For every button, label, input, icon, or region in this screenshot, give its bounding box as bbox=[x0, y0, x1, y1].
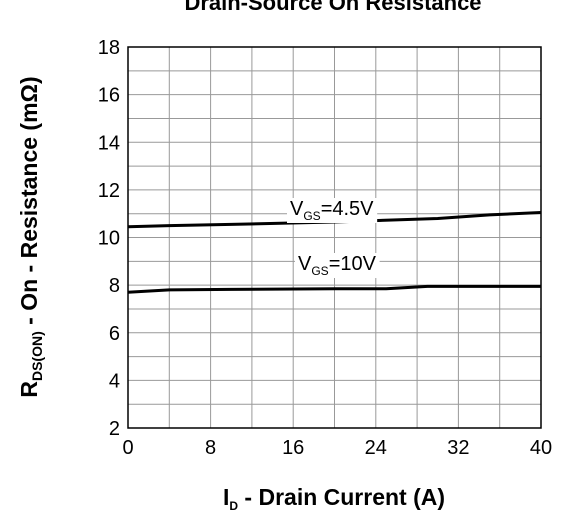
y-tick-label: 10 bbox=[98, 228, 120, 250]
series-label-main: V bbox=[298, 253, 312, 275]
y-tick-label: 6 bbox=[109, 323, 120, 345]
y-tick-label: 2 bbox=[109, 418, 120, 440]
series-line bbox=[127, 284, 541, 294]
x-tick-label: 24 bbox=[365, 437, 387, 459]
series-label: VGS=4.5V bbox=[290, 198, 374, 223]
x-tick-label: 16 bbox=[282, 437, 304, 459]
x-axis-label: ID - Drain Current (A) bbox=[223, 484, 445, 513]
series-label: VGS=10V bbox=[298, 253, 377, 278]
series-label-rest: =10V bbox=[329, 253, 377, 275]
y-tick-label: 16 bbox=[98, 85, 120, 107]
series-label-bg bbox=[295, 253, 380, 278]
series-label-sub: GS bbox=[311, 264, 328, 278]
series-label-sub: GS bbox=[303, 209, 320, 223]
y-tick-label: 18 bbox=[98, 37, 120, 59]
x-tick-label: 32 bbox=[447, 437, 469, 459]
x-tick-label: 0 bbox=[122, 437, 133, 459]
y-tick-label: 14 bbox=[98, 132, 120, 154]
y-tick-label: 4 bbox=[109, 370, 120, 392]
y-axis-label: RDS(ON) - On - Resistance (mΩ) bbox=[16, 76, 45, 397]
series-label-rest: =4.5V bbox=[321, 198, 374, 220]
series-label-main: V bbox=[290, 198, 304, 220]
y-tick-label: 8 bbox=[109, 275, 120, 297]
chart-title: Drain-Source On Resistance bbox=[184, 0, 481, 15]
series-label-bg bbox=[287, 198, 378, 223]
x-tick-label: 40 bbox=[530, 437, 552, 459]
plot-frame bbox=[127, 46, 542, 429]
y-tick-label: 12 bbox=[98, 180, 120, 202]
x-tick-label: 8 bbox=[205, 437, 216, 459]
